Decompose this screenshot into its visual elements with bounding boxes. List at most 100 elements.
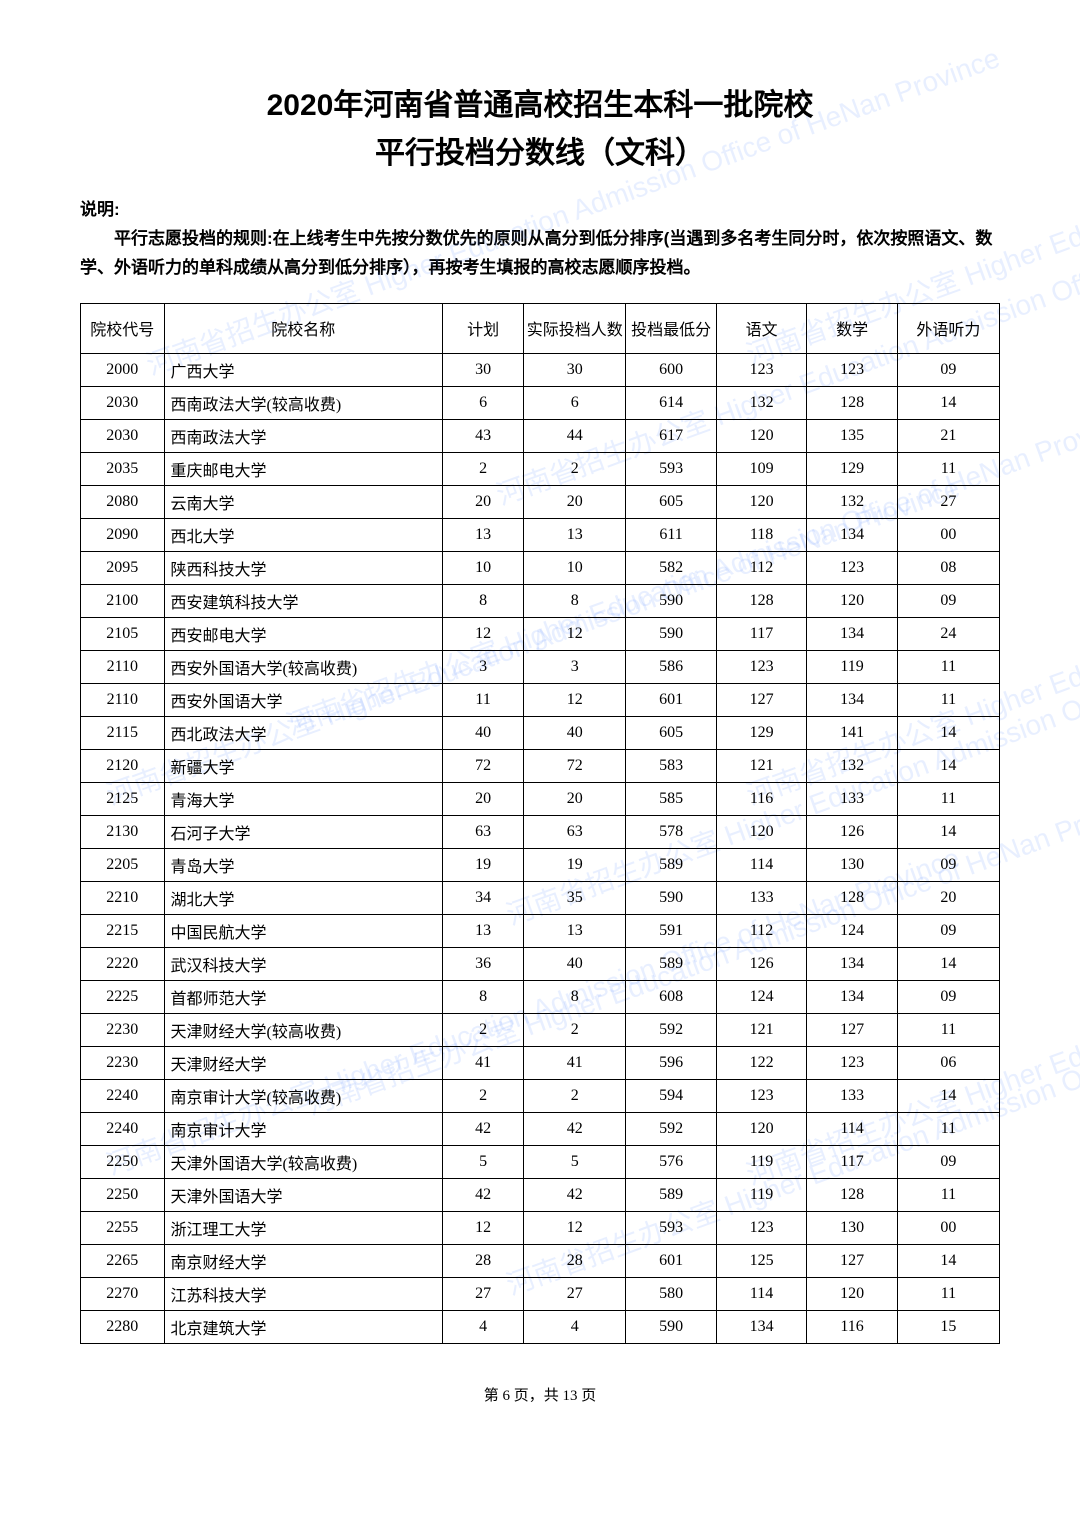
- table-cell: 12: [443, 1211, 524, 1244]
- table-cell: 天津外国语大学(较高收费): [164, 1145, 442, 1178]
- table-cell: 14: [897, 815, 999, 848]
- table-cell: 青海大学: [164, 782, 442, 815]
- table-cell: 11: [897, 683, 999, 716]
- table-cell: 21: [897, 419, 999, 452]
- col-header-code: 院校代号: [81, 303, 165, 353]
- table-cell: 124: [716, 980, 807, 1013]
- table-cell: 2: [443, 1013, 524, 1046]
- table-cell: 2120: [81, 749, 165, 782]
- table-cell: 2240: [81, 1079, 165, 1112]
- table-cell: 120: [716, 815, 807, 848]
- table-cell: 15: [897, 1310, 999, 1343]
- table-cell: 132: [716, 386, 807, 419]
- table-cell: 41: [443, 1046, 524, 1079]
- table-row: 2230天津财经大学(较高收费)2259212112711: [81, 1013, 1000, 1046]
- table-cell: 西安外国语大学: [164, 683, 442, 716]
- table-cell: 2205: [81, 848, 165, 881]
- table-cell: 608: [626, 980, 717, 1013]
- table-cell: 117: [716, 617, 807, 650]
- table-cell: 596: [626, 1046, 717, 1079]
- table-cell: 134: [807, 518, 898, 551]
- table-cell: 浙江理工大学: [164, 1211, 442, 1244]
- table-cell: 63: [524, 815, 626, 848]
- table-cell: 20: [524, 782, 626, 815]
- table-cell: 湖北大学: [164, 881, 442, 914]
- table-cell: 43: [443, 419, 524, 452]
- table-cell: 601: [626, 683, 717, 716]
- table-cell: 72: [443, 749, 524, 782]
- table-cell: 128: [807, 1178, 898, 1211]
- table-cell: 2280: [81, 1310, 165, 1343]
- table-cell: 119: [807, 650, 898, 683]
- table-cell: 127: [807, 1244, 898, 1277]
- table-cell: 重庆邮电大学: [164, 452, 442, 485]
- table-cell: 2100: [81, 584, 165, 617]
- col-header-name: 院校名称: [164, 303, 442, 353]
- table-cell: 石河子大学: [164, 815, 442, 848]
- table-cell: 114: [716, 1277, 807, 1310]
- table-cell: 12: [524, 1211, 626, 1244]
- table-cell: 116: [716, 782, 807, 815]
- table-cell: 2265: [81, 1244, 165, 1277]
- table-cell: 08: [897, 551, 999, 584]
- table-cell: 109: [716, 452, 807, 485]
- table-cell: 13: [524, 518, 626, 551]
- table-cell: 11: [897, 452, 999, 485]
- table-cell: 09: [897, 848, 999, 881]
- table-row: 2130石河子大学636357812012614: [81, 815, 1000, 848]
- table-cell: 广西大学: [164, 353, 442, 386]
- table-cell: 132: [807, 749, 898, 782]
- table-cell: 120: [807, 584, 898, 617]
- table-row: 2205青岛大学191958911413009: [81, 848, 1000, 881]
- table-row: 2115西北政法大学404060512914114: [81, 716, 1000, 749]
- table-row: 2030西南政法大学(较高收费)6661413212814: [81, 386, 1000, 419]
- table-cell: 09: [897, 914, 999, 947]
- table-cell: 8: [524, 980, 626, 1013]
- table-cell: 114: [807, 1112, 898, 1145]
- table-cell: 27: [524, 1277, 626, 1310]
- score-table: 院校代号 院校名称 计划 实际投档人数 投档最低分 语文 数学 外语听力 200…: [80, 303, 1000, 1344]
- table-cell: 2240: [81, 1112, 165, 1145]
- table-cell: 130: [807, 848, 898, 881]
- table-row: 2105西安邮电大学121259011713424: [81, 617, 1000, 650]
- table-cell: 11: [897, 1112, 999, 1145]
- table-cell: 44: [524, 419, 626, 452]
- table-cell: 5: [443, 1145, 524, 1178]
- table-cell: 126: [807, 815, 898, 848]
- table-cell: 578: [626, 815, 717, 848]
- table-cell: 12: [443, 617, 524, 650]
- table-cell: 134: [807, 947, 898, 980]
- table-cell: 2090: [81, 518, 165, 551]
- table-cell: 14: [897, 947, 999, 980]
- table-cell: 2270: [81, 1277, 165, 1310]
- table-cell: 592: [626, 1112, 717, 1145]
- table-cell: 11: [897, 782, 999, 815]
- table-cell: 武汉科技大学: [164, 947, 442, 980]
- table-row: 2280北京建筑大学4459013411615: [81, 1310, 1000, 1343]
- table-cell: 590: [626, 881, 717, 914]
- table-cell: 2: [524, 452, 626, 485]
- table-cell: 14: [897, 1079, 999, 1112]
- table-row: 2270江苏科技大学272758011412011: [81, 1277, 1000, 1310]
- table-cell: 2105: [81, 617, 165, 650]
- table-cell: 590: [626, 1310, 717, 1343]
- table-row: 2240南京审计大学(较高收费)2259412313314: [81, 1079, 1000, 1112]
- table-cell: 122: [716, 1046, 807, 1079]
- table-cell: 12: [524, 683, 626, 716]
- table-cell: 2225: [81, 980, 165, 1013]
- table-row: 2090西北大学131361111813400: [81, 518, 1000, 551]
- table-cell: 14: [897, 716, 999, 749]
- table-cell: 35: [524, 881, 626, 914]
- table-cell: 2115: [81, 716, 165, 749]
- table-cell: 11: [897, 1178, 999, 1211]
- table-cell: 天津财经大学(较高收费): [164, 1013, 442, 1046]
- table-cell: 西北政法大学: [164, 716, 442, 749]
- table-cell: 34: [443, 881, 524, 914]
- table-cell: 09: [897, 584, 999, 617]
- table-cell: 585: [626, 782, 717, 815]
- table-cell: 121: [716, 1013, 807, 1046]
- table-cell: 117: [807, 1145, 898, 1178]
- table-cell: 09: [897, 980, 999, 1013]
- table-cell: 116: [807, 1310, 898, 1343]
- table-cell: 120: [716, 419, 807, 452]
